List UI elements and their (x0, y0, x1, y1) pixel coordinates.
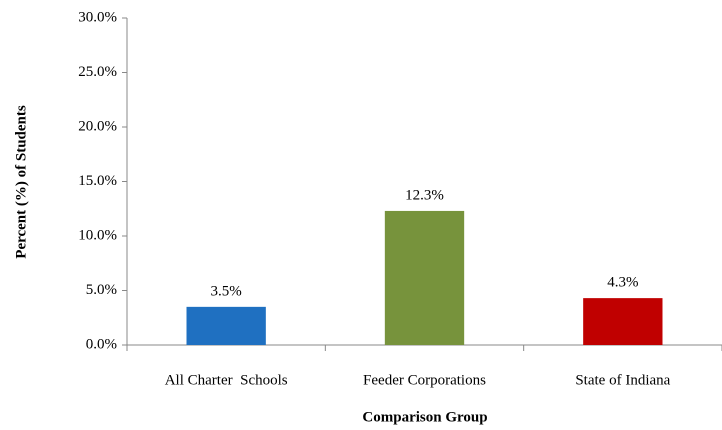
x-tick-label: State of Indiana (575, 372, 670, 388)
x-tick-label: Feeder Corporations (363, 372, 486, 388)
y-tick-label: 15.0% (78, 173, 117, 189)
y-tick-label: 5.0% (86, 282, 117, 298)
data-label: 4.3% (607, 275, 638, 291)
bar (186, 306, 266, 345)
x-axis-label: Comparison Group (362, 409, 487, 425)
y-tick-label: 25.0% (78, 64, 117, 80)
data-label: 3.5% (211, 283, 242, 299)
data-label: 12.3% (405, 187, 444, 203)
y-tick-label: 30.0% (78, 9, 117, 25)
y-tick-label: 10.0% (78, 227, 117, 243)
y-tick-label: 0.0% (86, 336, 117, 352)
bar (583, 298, 663, 345)
y-tick-label: 20.0% (78, 118, 117, 134)
y-axis-label: Percent (%) of Students (13, 105, 29, 259)
x-tick-label: All Charter Schools (165, 372, 288, 388)
bar (384, 210, 465, 345)
